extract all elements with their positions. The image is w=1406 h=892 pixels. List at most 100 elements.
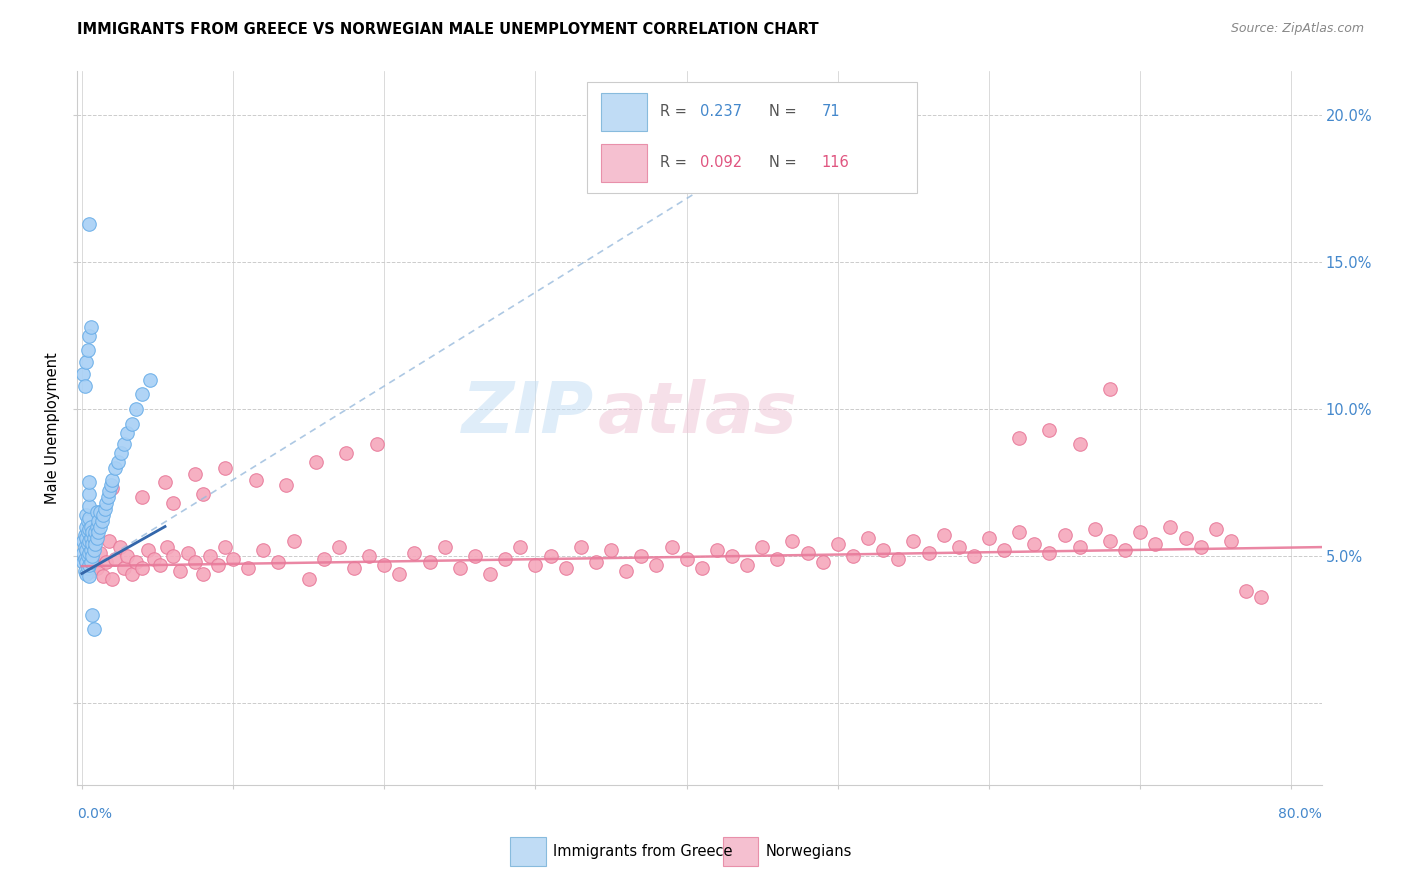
Point: [343, 560, 366, 574]
Point: [75, 555, 97, 569]
Point: [419, 555, 441, 569]
Point: [1053, 528, 1076, 542]
Text: Norwegians: Norwegians: [766, 844, 852, 859]
Point: [554, 560, 576, 574]
Point: [77, 549, 100, 563]
Point: [83, 543, 105, 558]
Point: [82, 525, 104, 540]
Point: [94, 555, 117, 569]
Point: [79, 499, 101, 513]
Point: [827, 537, 849, 551]
Point: [630, 549, 652, 563]
Point: [305, 455, 328, 469]
Point: [1038, 546, 1060, 560]
Point: [1098, 534, 1121, 549]
Point: [104, 460, 127, 475]
Point: [449, 560, 471, 574]
Point: [200, 549, 222, 563]
Point: [72, 534, 94, 549]
Point: [782, 534, 804, 549]
Point: [131, 490, 153, 504]
Point: [75, 566, 97, 581]
Point: [97, 490, 120, 504]
Point: [184, 555, 207, 569]
Point: [903, 534, 925, 549]
Point: [359, 549, 381, 563]
Point: [104, 552, 127, 566]
Point: [1098, 382, 1121, 396]
Point: [796, 546, 818, 560]
Text: 80.0%: 80.0%: [1278, 807, 1322, 822]
Point: [585, 555, 607, 569]
Point: [735, 558, 758, 572]
Point: [79, 510, 101, 524]
Point: [1234, 584, 1257, 599]
Point: [1008, 432, 1031, 446]
Point: [79, 569, 101, 583]
Point: [184, 467, 207, 481]
Point: [267, 555, 290, 569]
Point: [79, 475, 101, 490]
Point: [72, 555, 94, 569]
Point: [524, 558, 547, 572]
Point: [153, 475, 176, 490]
Point: [569, 540, 592, 554]
Point: [162, 496, 184, 510]
Point: [214, 540, 236, 554]
Point: [79, 328, 101, 343]
Point: [214, 460, 236, 475]
Point: [404, 546, 426, 560]
Point: [100, 478, 122, 492]
Point: [252, 543, 274, 558]
Point: [948, 540, 970, 554]
Point: [73, 552, 96, 566]
Point: [766, 552, 789, 566]
Point: [82, 537, 104, 551]
Point: [79, 217, 101, 231]
Point: [149, 558, 172, 572]
Point: [77, 514, 100, 528]
Point: [77, 555, 100, 569]
Point: [98, 484, 121, 499]
Point: [75, 543, 97, 558]
Point: [963, 549, 986, 563]
Point: [125, 555, 148, 569]
Point: [86, 505, 108, 519]
Point: [1250, 590, 1272, 604]
Point: [690, 560, 713, 574]
Point: [86, 531, 108, 545]
Text: ZIP: ZIP: [461, 379, 593, 449]
Point: [89, 519, 111, 533]
Point: [84, 537, 107, 551]
Point: [112, 560, 135, 574]
Point: [108, 540, 131, 554]
Point: [222, 552, 245, 566]
Point: [94, 496, 117, 510]
Point: [89, 505, 111, 519]
Point: [79, 540, 101, 554]
Point: [86, 519, 108, 533]
Point: [91, 508, 114, 522]
Point: [1069, 437, 1091, 451]
Text: Immigrants from Greece: Immigrants from Greece: [554, 844, 733, 859]
Point: [82, 607, 104, 622]
Point: [79, 534, 101, 549]
Point: [373, 558, 395, 572]
Point: [84, 525, 107, 540]
Point: [245, 473, 267, 487]
Point: [675, 552, 697, 566]
Point: [1038, 423, 1060, 437]
Point: [155, 540, 177, 554]
Point: [75, 543, 97, 558]
Point: [494, 552, 516, 566]
Point: [1084, 523, 1107, 537]
Point: [79, 523, 101, 537]
Point: [1114, 543, 1136, 558]
Point: [121, 417, 143, 431]
Point: [479, 566, 502, 581]
Point: [176, 546, 198, 560]
Point: [73, 540, 96, 554]
Point: [600, 543, 623, 558]
Point: [87, 525, 110, 540]
Text: IMMIGRANTS FROM GREECE VS NORWEGIAN MALE UNEMPLOYMENT CORRELATION CHART: IMMIGRANTS FROM GREECE VS NORWEGIAN MALE…: [77, 22, 818, 37]
